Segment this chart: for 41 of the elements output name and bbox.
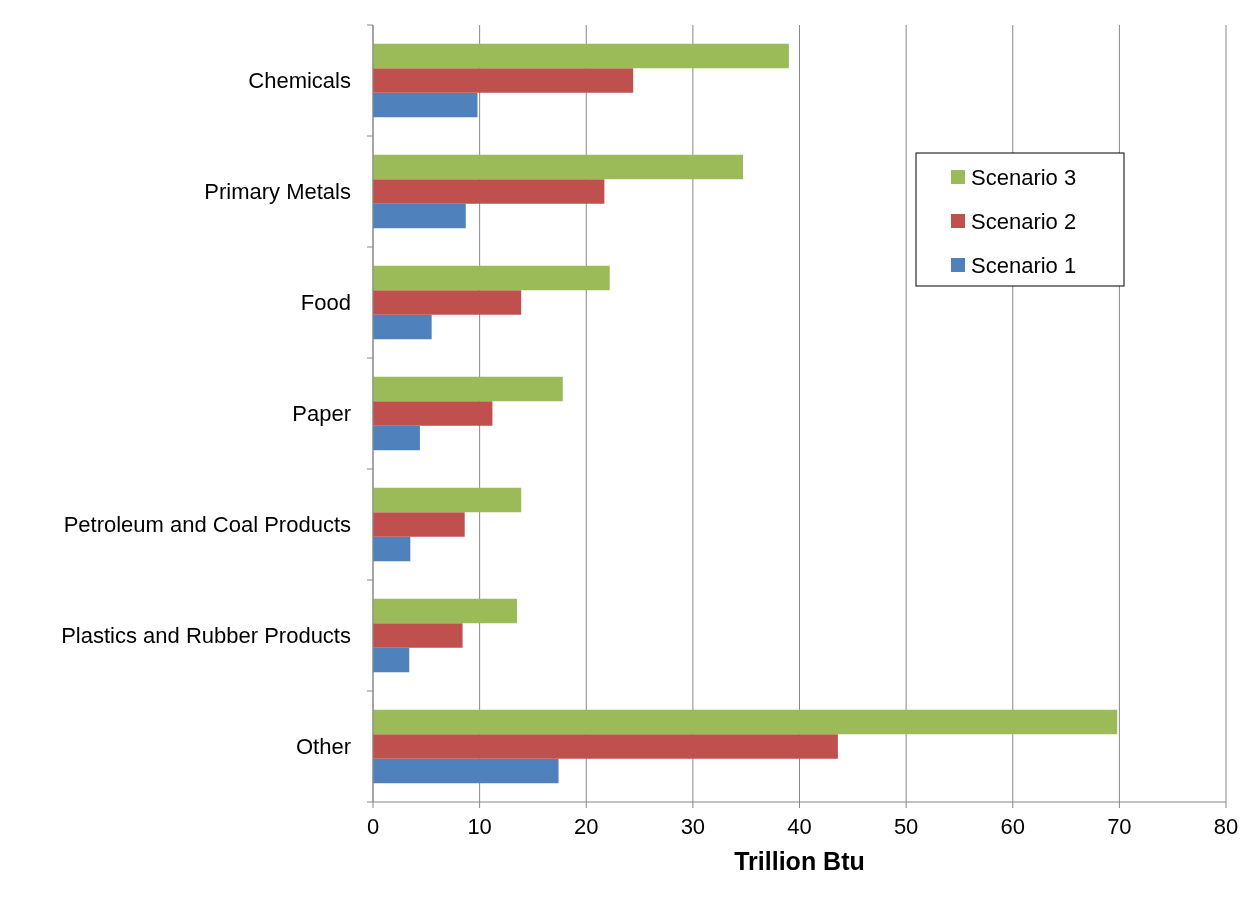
bar [373, 203, 466, 229]
bar [373, 179, 605, 204]
x-axis-title: Trillion Btu [734, 847, 865, 875]
bar [373, 401, 493, 426]
x-tick-label: 60 [1000, 814, 1025, 839]
bar [373, 43, 789, 69]
x-tick-label: 40 [787, 814, 812, 839]
y-tick-label: Food [300, 290, 351, 316]
x-tick-label: 20 [574, 814, 599, 839]
legend-label: Scenario 2 [971, 208, 1077, 234]
bar [373, 376, 563, 402]
x-tick-label: 80 [1213, 814, 1239, 839]
bar [373, 154, 743, 180]
bar [373, 487, 522, 513]
bar [373, 512, 465, 537]
legend-label: Scenario 3 [971, 164, 1077, 190]
y-tick-label: Paper [292, 401, 351, 427]
bar [373, 92, 478, 118]
bar [373, 758, 559, 784]
bar [373, 265, 610, 291]
x-tick-label: 30 [680, 814, 706, 839]
x-tick-label: 70 [1107, 814, 1132, 839]
bar [373, 290, 522, 315]
x-tick-label: 0 [366, 814, 380, 839]
y-tick-label: Other [295, 734, 351, 760]
y-tick-label: Petroleum and Coal Products [63, 512, 351, 538]
bar [373, 536, 411, 562]
bar [373, 709, 1118, 735]
bar [373, 68, 634, 93]
bar [373, 598, 517, 624]
y-tick-label: Chemicals [248, 68, 351, 94]
y-tick-label: Primary Metals [204, 179, 351, 205]
x-tick-label: 50 [893, 814, 919, 839]
bar [373, 314, 432, 340]
legend-label: Scenario 1 [971, 252, 1077, 278]
bar [373, 425, 420, 451]
bar [373, 734, 838, 759]
bar [373, 623, 463, 648]
y-tick-label: Plastics and Rubber Products [61, 623, 351, 649]
bar [373, 647, 410, 673]
x-tick-label: 10 [467, 814, 492, 839]
